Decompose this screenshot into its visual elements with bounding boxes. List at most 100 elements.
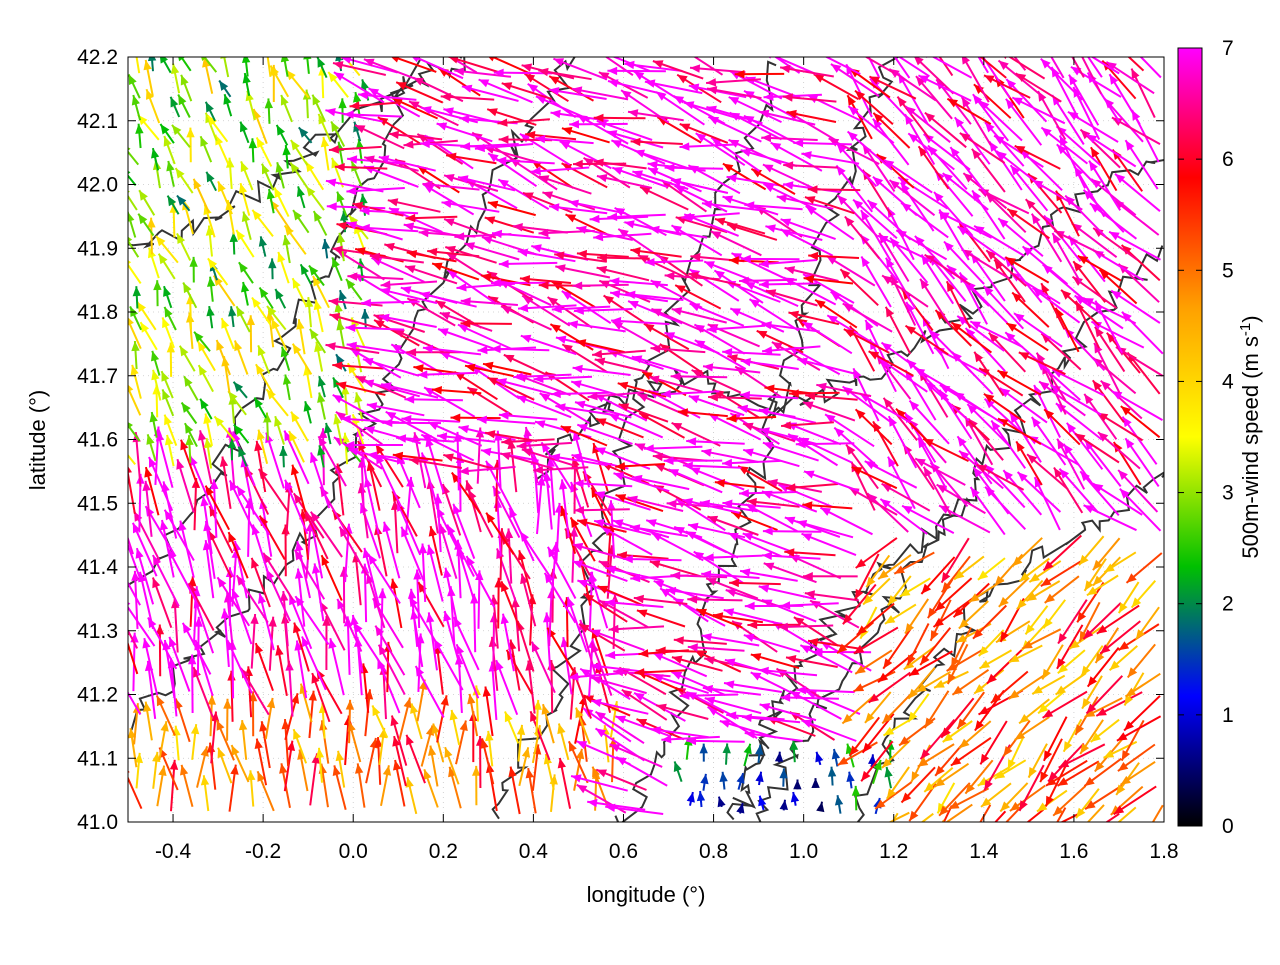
wind-arrow-head [472, 766, 480, 776]
wind-arrow-head [596, 712, 607, 721]
wind-arrow-head [938, 819, 949, 828]
wind-arrow-head [239, 262, 248, 272]
wind-arrow-head [1076, 825, 1086, 835]
wind-arrow-head [481, 273, 491, 281]
colorbar-tick-label: 5 [1222, 259, 1234, 282]
wind-arrow-head [586, 43, 596, 52]
wind-arrow-head [575, 401, 586, 409]
wind-arrow-head [346, 700, 354, 710]
wind-arrow-head [260, 288, 269, 299]
colorbar-label: 500m-wind speed (m s-1) [1237, 315, 1264, 558]
wind-arrow-head [952, 686, 963, 695]
wind-arrow-head [328, 638, 336, 649]
wind-arrow-head [267, 698, 275, 708]
wind-arrow-head [808, 48, 819, 56]
wind-arrow-head [706, 78, 716, 86]
wind-arrow [134, 40, 139, 73]
wind-arrow-head [999, 50, 1010, 59]
wind-arrow [1057, 30, 1084, 78]
wind-arrow-head [1126, 140, 1135, 151]
wind-arrow-head [464, 242, 475, 250]
wind-arrow [1141, 805, 1163, 842]
x-tick-label: 0.2 [429, 840, 458, 863]
wind-arrow-head [1035, 28, 1044, 39]
wind-arrow-head [727, 174, 737, 182]
wind-arrow-head [346, 324, 356, 332]
wind-arrow-head [432, 263, 443, 271]
x-tick-label: 0.0 [339, 840, 368, 863]
wind-arrow-head [218, 748, 226, 759]
wind-arrow-head [122, 257, 131, 268]
wind-arrow-head [701, 449, 711, 457]
wind-arrow-head [171, 64, 179, 75]
wind-arrow-head [265, 433, 273, 444]
wind-arrow-head [906, 326, 917, 335]
wind-arrow-head [1076, 44, 1084, 55]
wind-arrow-head [1119, 641, 1130, 650]
wind-arrow-head [138, 214, 147, 225]
wind-arrow-head [761, 134, 771, 142]
wind-arrow-head [388, 198, 399, 206]
wind-arrow-head [624, 220, 634, 228]
wind-arrow-head [230, 765, 238, 775]
wind-arrow-head [762, 552, 772, 560]
wind-arrow-head [265, 98, 273, 108]
wind-arrow-head [745, 602, 755, 610]
wind-arrow-head [832, 749, 840, 759]
wind-arrow-head [740, 568, 750, 576]
wind-arrow-head [450, 710, 458, 721]
wind-arrow-head [383, 765, 391, 775]
wind-arrow-head [491, 345, 501, 353]
wind-arrow-head [763, 51, 774, 59]
wind-arrow-head [133, 286, 141, 296]
wind-arrow-head [151, 351, 159, 362]
wind-arrow-head [275, 645, 283, 655]
wind-arrow-head [874, 822, 885, 830]
wind-arrow-head [482, 236, 493, 244]
wind-arrow-head [808, 252, 818, 260]
wind-arrow-head [635, 443, 646, 451]
wind-arrow-head [1039, 381, 1049, 390]
wind-arrow-head [477, 416, 487, 424]
wind-arrow-head [383, 419, 393, 427]
wind-arrow-head [908, 712, 917, 722]
wind-arrow-head [925, 718, 934, 729]
wind-arrow-head [354, 392, 362, 402]
wind-arrow-head [992, 828, 1002, 838]
wind-arrow-head [883, 658, 892, 669]
wind-arrow-head [1032, 214, 1041, 225]
wind-arrow-head [747, 621, 757, 629]
wind-arrow-head [293, 729, 301, 740]
wind-arrow-head [797, 520, 808, 528]
wind-arrow-head [441, 695, 449, 705]
wind-arrow-head [144, 60, 152, 70]
wind-arrow-head [325, 108, 335, 116]
wind-arrow-head [1043, 838, 1051, 849]
wind-arrow-head [687, 792, 695, 803]
wind-arrow-head [324, 423, 332, 434]
wind-arrow-head [777, 195, 787, 203]
wind-arrow-head [346, 279, 355, 289]
wind-arrow-head [856, 559, 866, 568]
wind-arrow-head [437, 123, 448, 131]
wind-arrow-head [708, 393, 718, 401]
wind-arrow-head [240, 122, 248, 133]
wind-arrow-head [396, 434, 406, 442]
wind-arrow-head [454, 232, 464, 240]
wind-arrow-head [518, 304, 528, 312]
wind-arrow-head [587, 799, 597, 807]
wind-arrow-head [268, 258, 276, 268]
wind-arrow-head [722, 459, 732, 467]
wind-arrow-head [573, 160, 583, 168]
wind-arrow-head [496, 660, 504, 671]
wind-arrow-head [958, 436, 967, 446]
wind-arrow-head [121, 186, 130, 197]
wind-arrow-head [604, 296, 615, 305]
wind-arrow-head [974, 352, 983, 363]
wind-arrow-head [718, 797, 726, 808]
wind-arrow-head [815, 752, 823, 763]
wind-arrow-head [218, 577, 227, 588]
wind-arrow-head [501, 614, 509, 624]
wind-arrow [306, 49, 309, 73]
